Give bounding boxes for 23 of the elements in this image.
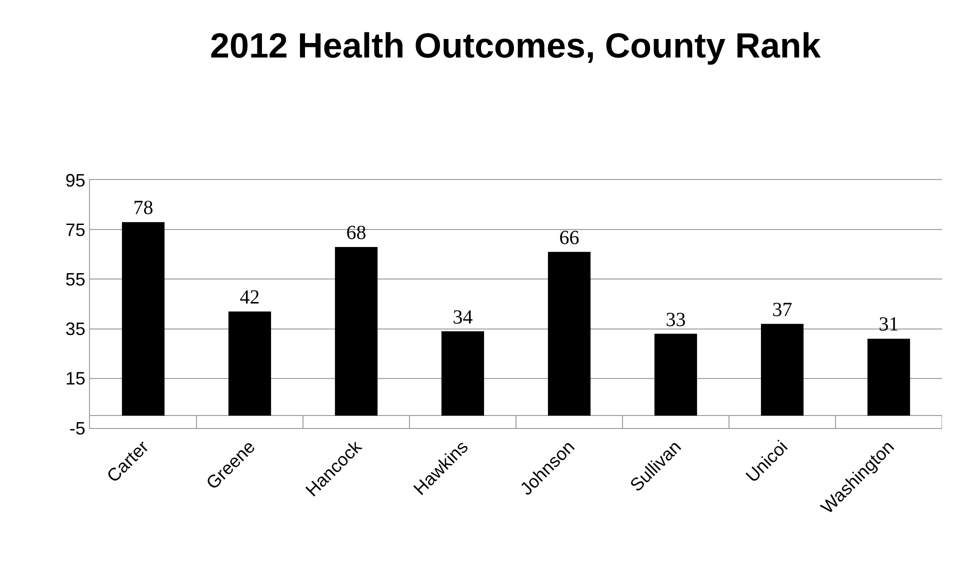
data-label: 78 xyxy=(133,197,154,220)
bar xyxy=(122,222,165,416)
bar xyxy=(228,311,272,416)
data-label: 33 xyxy=(666,308,686,331)
bar xyxy=(760,324,804,416)
bar xyxy=(548,252,591,416)
y-tick-label: 55 xyxy=(65,270,86,290)
y-tick-label: 35 xyxy=(65,319,86,340)
chart-title: 2012 Health Outcomes, County Rank xyxy=(210,26,822,66)
data-label: 68 xyxy=(346,222,366,244)
y-tick-label: -5 xyxy=(69,418,86,438)
y-tick-label: 15 xyxy=(65,368,86,389)
data-label: 42 xyxy=(240,286,260,308)
y-tick-label: 95 xyxy=(65,170,86,190)
bar xyxy=(334,246,378,416)
data-label: 37 xyxy=(772,298,792,321)
data-label: 31 xyxy=(878,314,899,336)
data-label: 34 xyxy=(452,306,473,328)
bar xyxy=(441,331,484,416)
data-label: 66 xyxy=(559,226,580,249)
bar xyxy=(867,338,910,416)
y-tick-label: 75 xyxy=(65,220,86,240)
bar xyxy=(654,334,698,416)
